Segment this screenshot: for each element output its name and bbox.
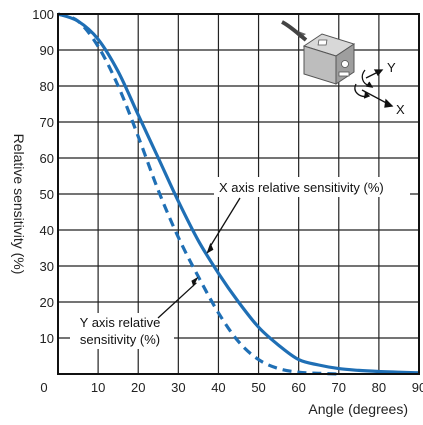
annotations: X axis relative sensitivity (%) Y axis re… [70, 177, 410, 349]
y-series-annotation: Y axis relative [80, 315, 161, 330]
rotation-arrows [354, 69, 394, 108]
x-tick-label: 0 [40, 380, 47, 395]
inset-y-label: Y [387, 60, 396, 75]
sensor-inset: Y X [281, 20, 405, 117]
x-tick-label: 70 [332, 380, 346, 395]
y-axis-sensitivity-line [57, 12, 339, 376]
annotation-bg [214, 177, 410, 197]
x-tick-label: 40 [211, 380, 225, 395]
y-tick-label: 100 [32, 7, 54, 22]
x-annotation-leader [208, 197, 241, 249]
cable-line [281, 20, 308, 42]
y-annotation-leader [157, 282, 197, 319]
y-tick-label: 20 [40, 295, 54, 310]
y-tick-label: 30 [40, 259, 54, 274]
y-series-annotation: sensitivity (%) [80, 332, 160, 347]
x-series-annotation: X axis relative sensitivity (%) [219, 180, 384, 195]
y-tick-labels: 100 90 80 70 60 50 40 30 20 10 [32, 7, 54, 346]
series-lines [57, 12, 420, 376]
y-tick-label: 80 [40, 79, 54, 94]
x-tick-label: 20 [131, 380, 145, 395]
x-tick-label: 50 [251, 380, 265, 395]
plot-border [57, 13, 420, 375]
inset-x-label: X [396, 102, 405, 117]
x-axis-title: Angle (degrees) [308, 401, 408, 417]
x-annotation-arrowhead [206, 242, 214, 254]
y-tick-label: 70 [40, 115, 54, 130]
y-axis-title: Relative sensitivity (%) [11, 134, 27, 275]
y-tick-label: 50 [40, 187, 54, 202]
y-tick-label: 10 [40, 331, 54, 346]
x-tick-label: 90 [412, 380, 423, 395]
y-tick-label: 90 [40, 43, 54, 58]
y-tick-label: 60 [40, 151, 54, 166]
y-annotation-arrowhead [191, 276, 199, 287]
x-tick-label: 30 [171, 380, 185, 395]
x-tick-label: 60 [291, 380, 305, 395]
sensor-cube-icon [281, 20, 356, 85]
y-tick-label: 40 [40, 223, 54, 238]
x-axis-sensitivity-line [57, 12, 420, 375]
x-tick-label: 80 [372, 380, 386, 395]
annotation-bg [70, 313, 174, 349]
x-tick-label: 10 [91, 380, 105, 395]
x-tick-labels: 0 10 20 30 40 50 60 70 80 90 [40, 380, 423, 395]
